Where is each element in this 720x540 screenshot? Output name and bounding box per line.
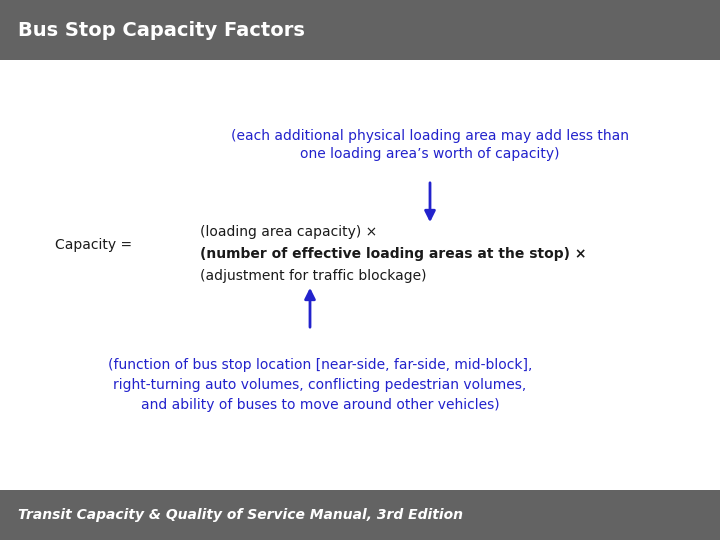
Text: Bus Stop Capacity Factors: Bus Stop Capacity Factors: [18, 21, 305, 39]
Bar: [0, 490, 720, 540]
Bar: [0, 0, 720, 60]
Text: (function of bus stop location [near-side, far-side, mid-block],
right-turning a: (function of bus stop location [near-sid…: [108, 359, 532, 411]
Text: Capacity =: Capacity =: [55, 238, 132, 252]
Text: (number of effective loading areas at the stop) ×: (number of effective loading areas at th…: [200, 247, 587, 261]
Text: (loading area capacity) ×: (loading area capacity) ×: [200, 225, 377, 239]
Text: (each additional physical loading area may add less than
one loading area’s wort: (each additional physical loading area m…: [231, 129, 629, 161]
Text: Transit Capacity & Quality of Service Manual, 3rd Edition: Transit Capacity & Quality of Service Ma…: [18, 508, 463, 522]
Text: (adjustment for traffic blockage): (adjustment for traffic blockage): [200, 269, 426, 283]
